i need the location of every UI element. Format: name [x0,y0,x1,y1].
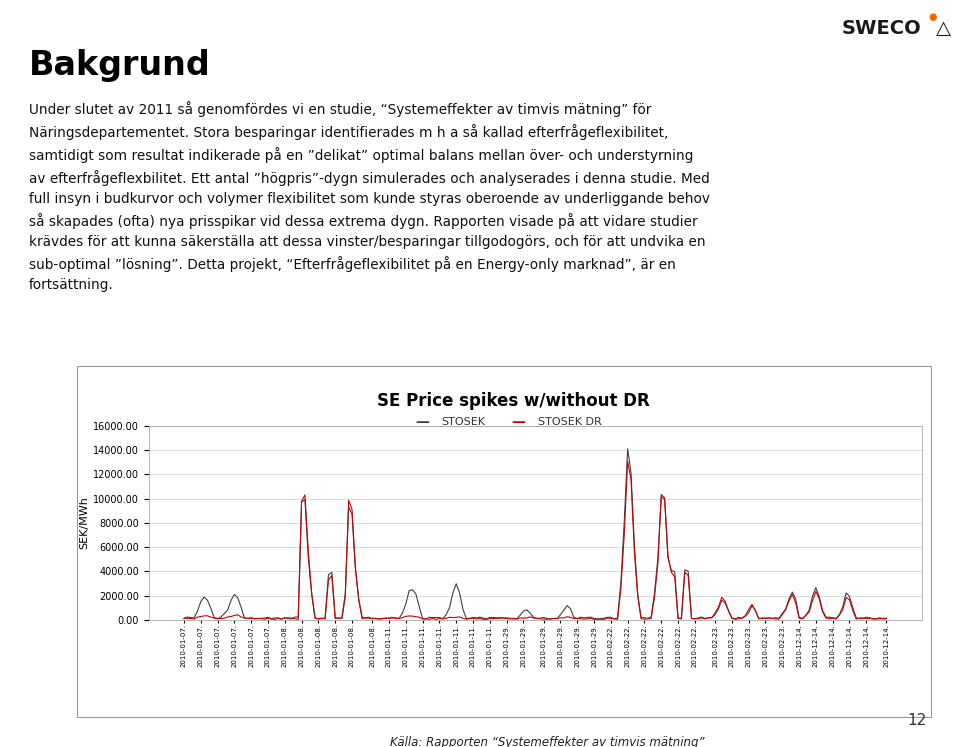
Text: —: — [416,415,429,429]
Text: STOSEK: STOSEK [442,417,486,427]
Text: △: △ [936,19,951,37]
Text: SWECO: SWECO [842,19,922,37]
Y-axis label: SEK/MWh: SEK/MWh [79,497,89,549]
Text: STOSEK DR: STOSEK DR [538,417,601,427]
Text: 12: 12 [907,713,926,728]
Text: Under slutet av 2011 så genomfördes vi en studie, “Systemeffekter av timvis mätn: Under slutet av 2011 så genomfördes vi e… [29,101,709,292]
Text: SE Price spikes w/without DR: SE Price spikes w/without DR [377,392,650,410]
Text: —: — [512,415,525,429]
Text: Källa: Rapporten “Systemeffekter av timvis mätning”: Källa: Rapporten “Systemeffekter av timv… [390,736,705,747]
Text: ●: ● [929,12,937,22]
Text: Bakgrund: Bakgrund [29,49,210,81]
